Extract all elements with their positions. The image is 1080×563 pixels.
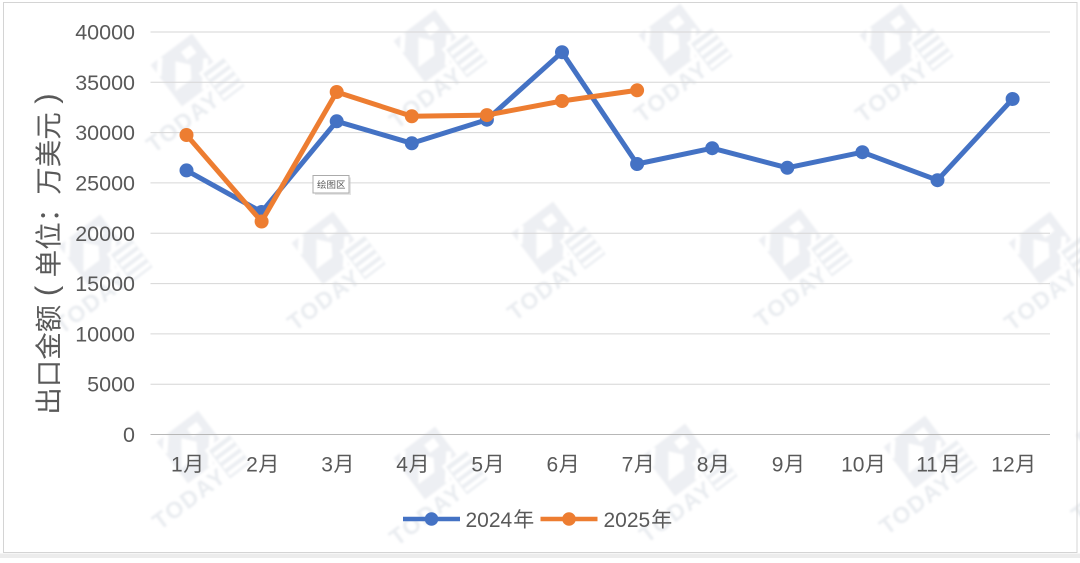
svg-text:15000: 15000 — [75, 272, 135, 296]
svg-text:10000: 10000 — [75, 322, 135, 346]
svg-text:7: 7 — [622, 453, 634, 476]
svg-text:11: 11 — [916, 453, 938, 476]
svg-text:5000: 5000 — [87, 373, 135, 397]
svg-text:20000: 20000 — [75, 222, 135, 246]
svg-text:8: 8 — [697, 453, 709, 476]
svg-text:3: 3 — [321, 453, 333, 476]
svg-text:0: 0 — [123, 423, 135, 447]
svg-text:4: 4 — [396, 453, 408, 476]
svg-text:(: ( — [29, 285, 64, 296]
svg-text:1: 1 — [171, 453, 183, 476]
svg-text:6: 6 — [547, 453, 559, 476]
svg-text:35000: 35000 — [75, 71, 135, 95]
svg-text:25000: 25000 — [75, 171, 135, 195]
svg-text:12: 12 — [991, 453, 1014, 476]
svg-text:10: 10 — [841, 453, 864, 476]
svg-text:2: 2 — [246, 453, 258, 476]
svg-text:2024: 2024 — [466, 509, 513, 532]
svg-text:): ) — [29, 93, 64, 103]
svg-text:30000: 30000 — [75, 121, 135, 145]
svg-text:40000: 40000 — [75, 21, 135, 45]
svg-text:5: 5 — [471, 453, 483, 476]
svg-text:2025: 2025 — [604, 509, 651, 532]
svg-text:9: 9 — [772, 453, 784, 476]
